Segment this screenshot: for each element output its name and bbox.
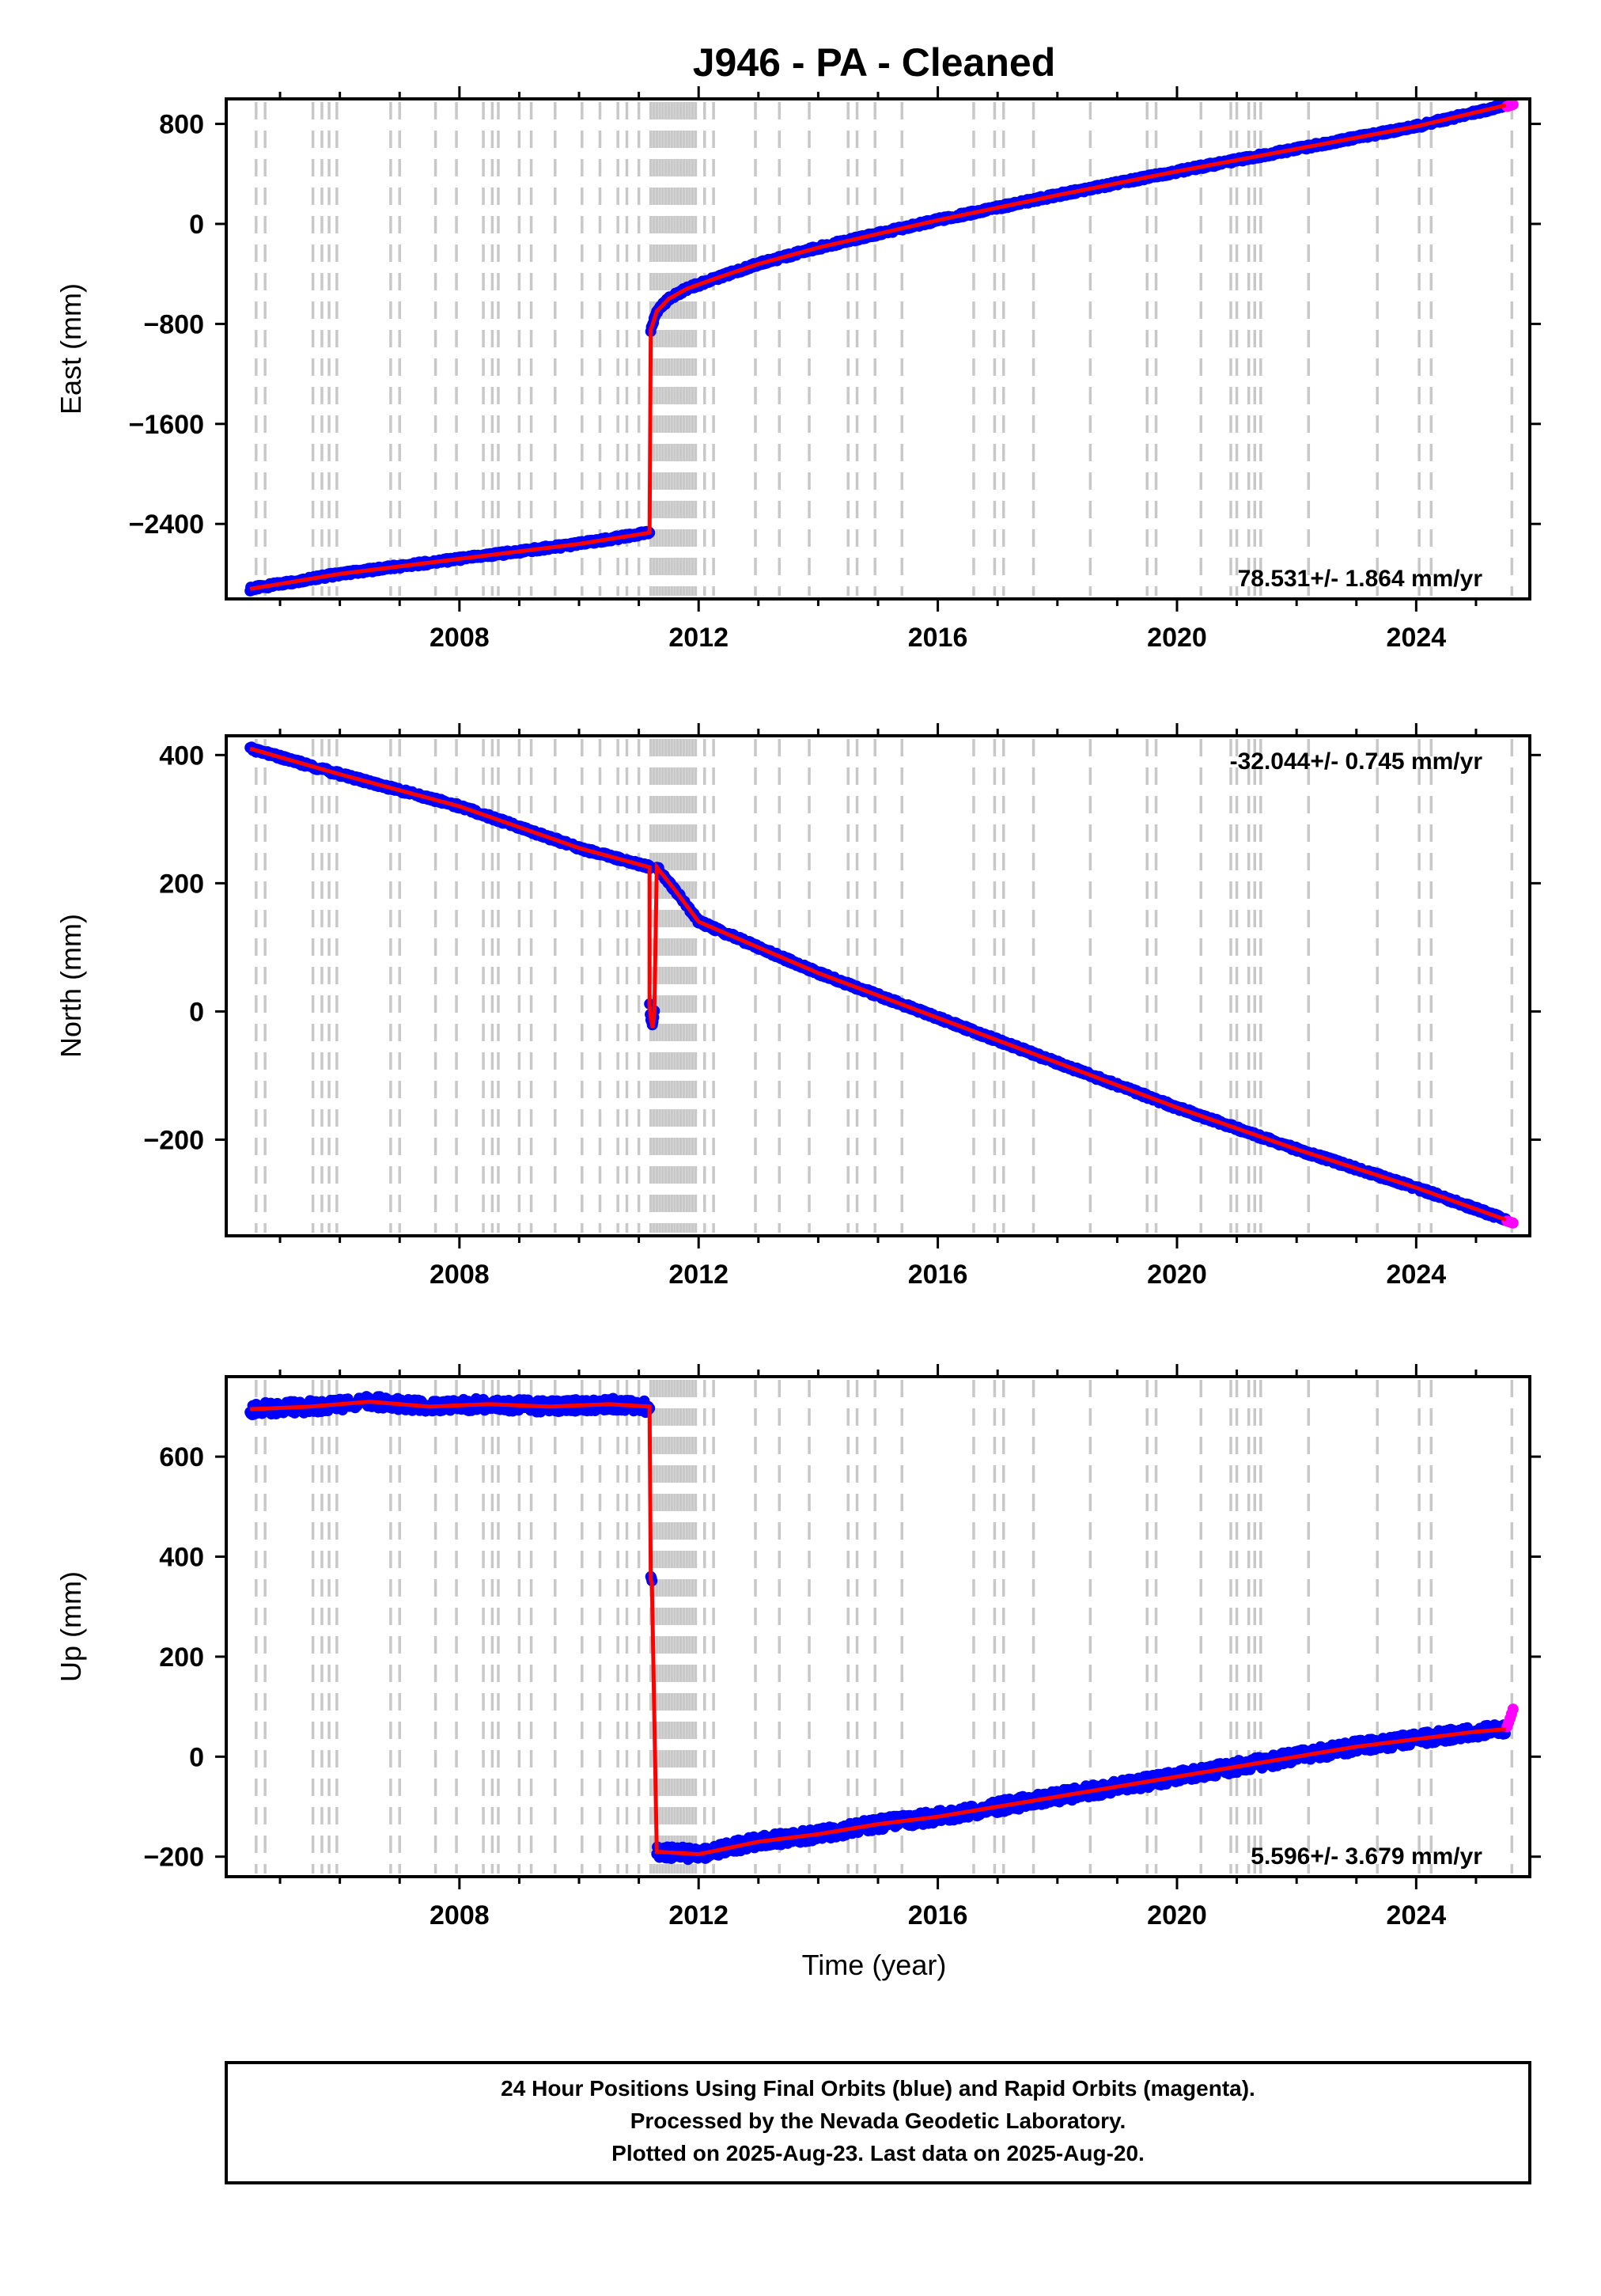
north-y-axis-label: North (mm) <box>55 914 87 1058</box>
north-velocity-rate: -32.044+/- 0.745 mm/yr <box>1230 748 1483 775</box>
north-xtick-label: 2020 <box>1147 1260 1207 1290</box>
east-xtick-label: 2016 <box>908 623 968 653</box>
figure-title: J946 - PA - Cleaned <box>693 40 1056 85</box>
north-ytick-label: −200 <box>143 1125 204 1155</box>
north-ytick-label: 400 <box>159 741 204 771</box>
north-xtick-label: 2012 <box>668 1260 729 1290</box>
north-panel: −200 0 200 400 2008 2012 2016 2020 2024 North (mm… <box>55 723 1541 1290</box>
east-y-axis-label: East (mm) <box>55 283 87 415</box>
east-ytick-label: 0 <box>189 210 204 240</box>
north-ytick-label: 0 <box>189 997 204 1027</box>
east-velocity-rate: 78.531+/- 1.864 mm/yr <box>1238 566 1483 592</box>
north-xtick-label: 2008 <box>430 1260 490 1290</box>
north-rapid-point <box>1507 1217 1519 1229</box>
east-ytick-label: −2400 <box>129 510 205 540</box>
east-xtick-label: 2020 <box>1147 623 1207 653</box>
east-ytick-label: −1600 <box>129 410 205 440</box>
north-xtick-label: 2016 <box>908 1260 968 1290</box>
east-panel: −2400 −1600 −800 0 800 2008 2012 2016 2020 2024 Ea… <box>55 86 1541 653</box>
east-rapid-point <box>1507 99 1519 111</box>
north-ytick-label: 200 <box>159 869 204 899</box>
east-xtick-label: 2024 <box>1387 623 1447 653</box>
east-plot-frame <box>225 97 1531 601</box>
east-ytick-label: 800 <box>159 110 204 140</box>
north-model-fit-line <box>249 746 1507 1222</box>
east-xtick-label: 2012 <box>668 623 729 653</box>
east-xtick-label: 2008 <box>430 623 490 653</box>
east-model-fit-line <box>249 103 1507 591</box>
east-ytick-label: −800 <box>143 309 204 339</box>
north-xtick-label: 2024 <box>1387 1260 1447 1290</box>
